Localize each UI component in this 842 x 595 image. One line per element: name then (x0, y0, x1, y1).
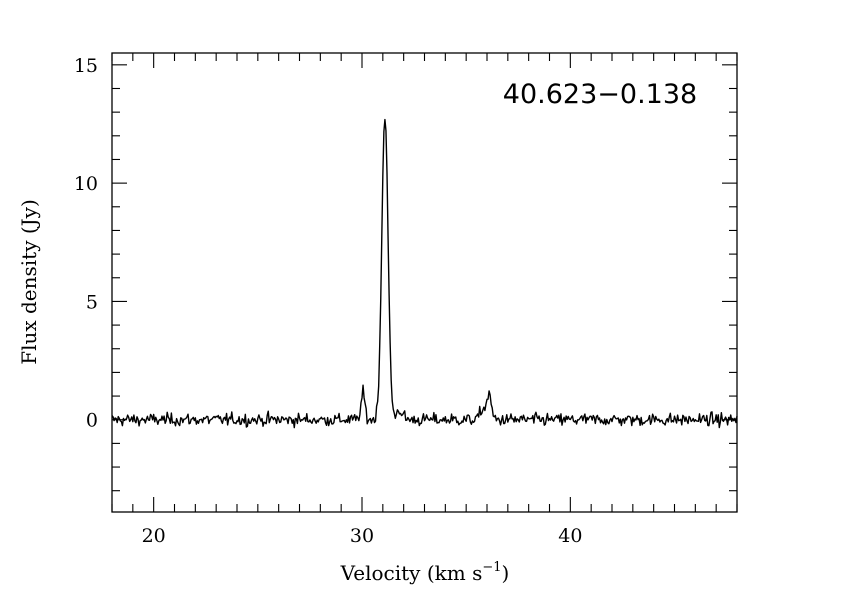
axis-tick-labels: 20 30 40 0 5 10 15 (74, 55, 583, 547)
x-tick-label: 20 (142, 525, 166, 547)
y-tick-label: 5 (86, 291, 98, 313)
x-axis-title-sup: −1 (482, 560, 501, 575)
plot-frame (111, 52, 738, 513)
x-tick-label: 30 (350, 525, 374, 547)
x-axis-title-main: Velocity (km s (340, 561, 483, 585)
y-axis-title: Flux density (Jy) (17, 199, 41, 365)
x-axis-title: Velocity (km s−1) (340, 560, 510, 585)
spectrum-series-line (111, 118, 738, 429)
y-tick-label: 10 (74, 173, 98, 195)
y-tick-label: 0 (86, 410, 98, 432)
y-tick-label: 15 (74, 55, 98, 77)
x-tick-label: 40 (558, 525, 582, 547)
source-label: 40.623−0.138 (503, 79, 697, 110)
x-axis-title-close: ) (502, 561, 510, 585)
axis-ticks (111, 53, 738, 512)
